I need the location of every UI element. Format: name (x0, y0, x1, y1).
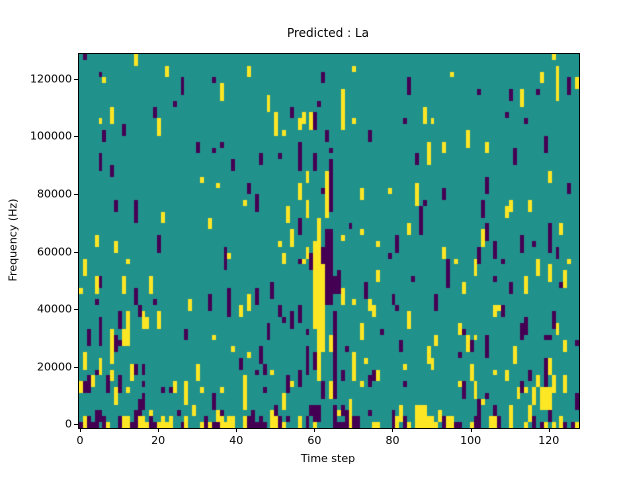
x-tick-mark (79, 428, 81, 432)
y-tick-mark (74, 366, 78, 368)
y-tick-mark (74, 424, 78, 426)
y-tick-mark (74, 251, 78, 253)
x-tick-mark (314, 428, 316, 432)
x-tick-mark (392, 428, 394, 432)
x-tick-mark (236, 428, 238, 432)
x-tick-mark (548, 428, 550, 432)
y-tick-mark (74, 136, 78, 138)
y-tick-label: 40000 (37, 302, 72, 316)
y-tick-mark (74, 309, 78, 311)
heatmap-axes (78, 53, 580, 429)
y-tick-label: 120000 (30, 72, 72, 86)
x-tick-label: 120 (538, 434, 560, 447)
x-tick-label: 80 (385, 434, 400, 447)
x-axis-label: Time step (300, 452, 356, 465)
x-tick-label: 60 (307, 434, 322, 447)
y-tick-label: 60000 (37, 245, 72, 258)
y-axis-label: Frequency (Hz) (6, 198, 20, 282)
heatmap-image (79, 54, 579, 428)
x-tick-mark (470, 428, 472, 432)
x-tick-mark (158, 428, 160, 432)
y-tick-label: 80000 (37, 187, 72, 201)
x-tick-label: 100 (460, 434, 482, 447)
y-tick-label: 20000 (37, 360, 72, 374)
x-tick-label: 0 (76, 434, 84, 447)
x-tick-label: 40 (229, 434, 244, 447)
y-tick-mark (74, 78, 78, 80)
y-tick-label: 100000 (30, 129, 72, 143)
y-tick-label: 0 (65, 417, 72, 431)
plot-title: Predicted : La (286, 26, 370, 40)
x-tick-label: 20 (151, 434, 166, 447)
y-tick-mark (74, 193, 78, 195)
